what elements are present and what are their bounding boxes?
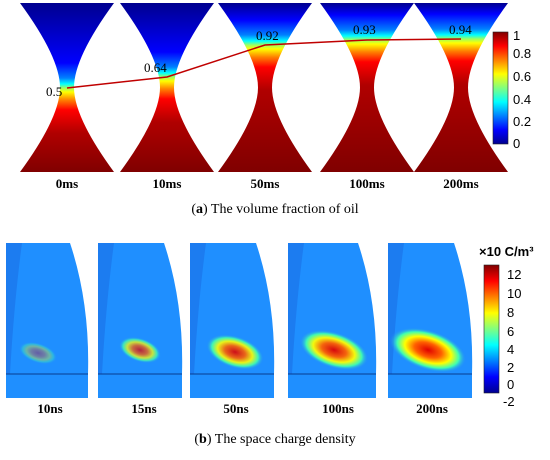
colorbar-b-tick-6: 6	[507, 324, 514, 339]
charge-region-15ns	[118, 336, 162, 364]
caption-b: (b) The space charge density	[194, 432, 356, 447]
colorbar-a-tick-0.8: 0.8	[513, 46, 531, 61]
charge-channel-15ns	[98, 243, 183, 398]
channel-100ms	[320, 3, 414, 172]
colorbar-b-tick-0: 0	[507, 377, 514, 392]
panel-b-space-charge	[6, 243, 473, 398]
caption-b-text: The space charge density	[211, 432, 356, 447]
charge-region-50ns	[206, 334, 264, 370]
interface-fraction-line	[66, 38, 462, 89]
caption-b-letter: b	[199, 432, 207, 447]
time-label-10ms: 10ms	[153, 176, 182, 191]
colorbar-a-tick-1: 1	[513, 28, 520, 43]
value-label-0ms: 0.5	[46, 84, 62, 99]
charge-region-10ns	[18, 341, 58, 365]
time-label-15ns: 15ns	[131, 401, 156, 416]
charge-channel-shade-50ns	[190, 243, 206, 374]
value-label-200ms: 0.94	[449, 22, 472, 37]
caption-a-text: The volume fraction of oil	[207, 202, 359, 217]
colorbar-b	[483, 264, 500, 394]
charge-channel-10ns	[6, 243, 89, 398]
channel-10ms	[120, 3, 214, 172]
charge-channel-100ns	[288, 243, 377, 398]
charge-channel-shade-100ns	[288, 243, 304, 374]
time-label-50ns: 50ns	[223, 401, 248, 416]
value-label-50ms: 0.92	[256, 28, 279, 43]
charge-region-100ns	[299, 329, 369, 371]
time-label-100ms: 100ms	[349, 176, 384, 191]
colorbar-b-tick-2: 2	[507, 360, 514, 375]
colorbar-a-tick-0.6: 0.6	[513, 69, 531, 84]
value-label-100ms: 0.93	[353, 22, 376, 37]
colorbar-b-tick-neg2: -2	[503, 394, 515, 409]
charge-region-200ns	[389, 327, 467, 373]
time-label-50ms: 50ms	[251, 176, 280, 191]
colorbar-a-tick-0.4: 0.4	[513, 92, 531, 107]
colorbar-a-tick-0.2: 0.2	[513, 114, 531, 129]
colorbar-b-tick-10: 10	[507, 286, 521, 301]
charge-channel-shade-10ns	[6, 243, 22, 374]
time-label-100ns: 100ns	[322, 401, 354, 416]
colorbar-b-tick-12: 12	[507, 267, 521, 282]
colorbar-a	[492, 31, 509, 145]
charge-channel-shade-15ns	[98, 243, 114, 374]
channel-50ms	[218, 3, 312, 172]
caption-a-letter: a	[196, 202, 203, 217]
colorbar-b-tick-8: 8	[507, 305, 514, 320]
colorbar-b-unit: ×10 C/m³	[479, 244, 534, 259]
value-label-10ms: 0.64	[144, 60, 167, 75]
colorbar-b-tick-4: 4	[507, 342, 514, 357]
time-label-200ms: 200ms	[443, 176, 478, 191]
caption-a: (a) The volume fraction of oil	[191, 202, 359, 217]
colorbar-a-tick-0: 0	[513, 136, 520, 151]
time-label-10ns: 10ns	[37, 401, 62, 416]
time-label-200ns: 200ns	[416, 401, 448, 416]
time-label-0ms: 0ms	[56, 176, 78, 191]
channel-200ms	[414, 3, 508, 172]
